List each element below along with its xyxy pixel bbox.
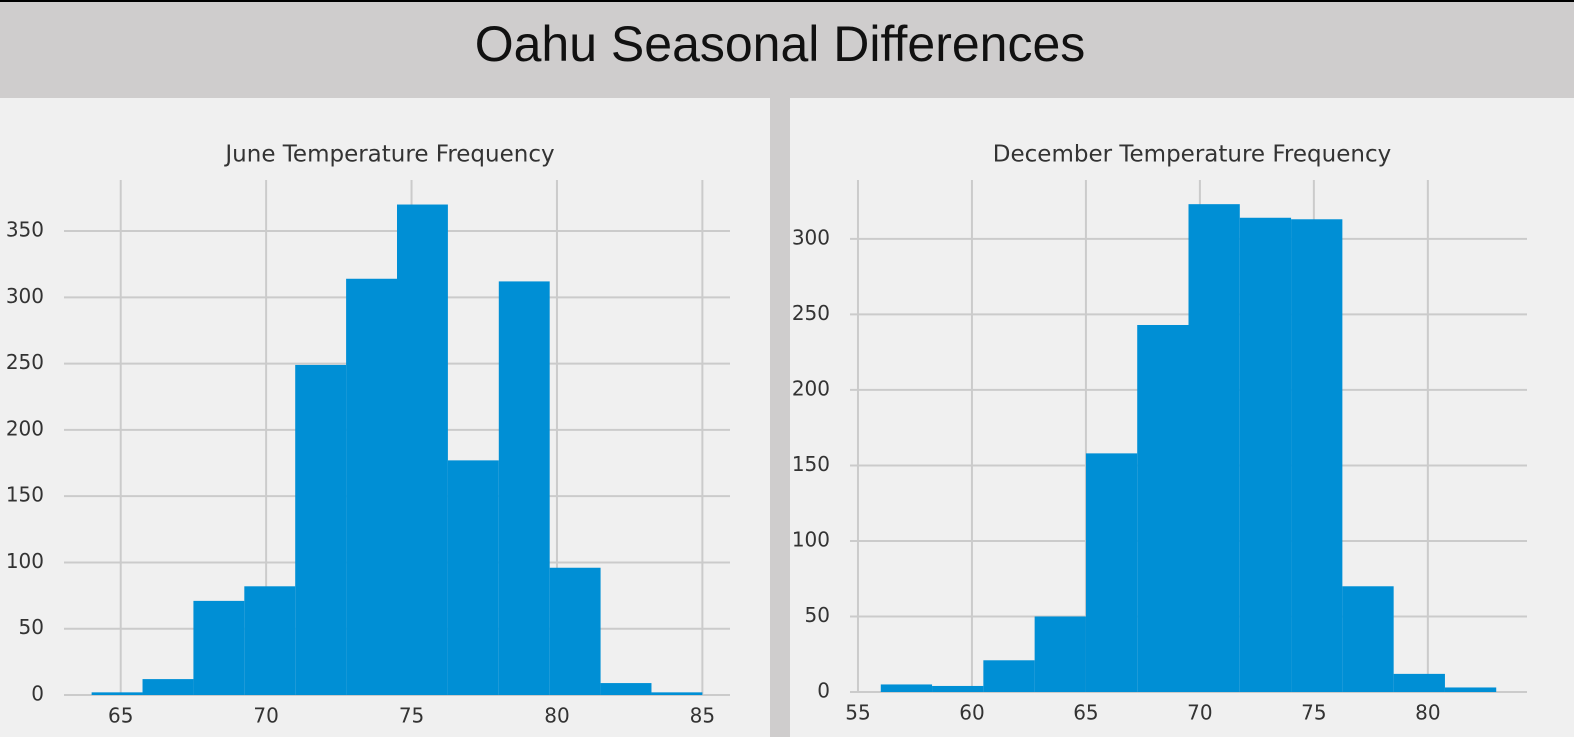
bar [91,692,143,695]
bar [193,600,245,695]
y-tick-label: 350 [6,218,44,242]
x-tick-label: 85 [690,704,715,728]
x-tick-label: 75 [399,704,424,728]
x-tick-label: 65 [1073,701,1098,725]
y-tick-label: 200 [792,376,830,400]
y-tick-label: 0 [817,679,830,703]
y-tick-label: 300 [6,284,44,308]
y-tick-label: 0 [31,682,44,706]
bar [932,685,984,692]
bar [447,460,499,695]
bar [397,204,448,695]
bar [651,692,703,695]
x-tick-label: 80 [544,704,569,728]
bar [295,364,347,695]
x-tick-label: 70 [253,704,278,728]
x-tick-label: 80 [1415,701,1440,725]
bar [498,281,550,695]
bar [1444,687,1497,692]
x-tick-label: 55 [845,701,870,725]
bar [1034,616,1086,692]
bar [600,683,652,695]
bar [1188,204,1240,692]
bar [1137,324,1189,692]
bar [1342,586,1394,692]
y-tick-label: 300 [792,225,830,249]
bar [1393,673,1445,692]
y-tick-label: 150 [6,483,44,507]
y-tick-label: 100 [792,527,830,551]
y-tick-label: 200 [6,416,44,440]
bar [142,679,194,695]
x-tick-label: 70 [1187,701,1212,725]
chart-title: December Temperature Frequency [993,142,1391,168]
y-tick-label: 150 [792,452,830,476]
bar [244,586,296,695]
y-tick-label: 250 [6,350,44,374]
y-tick-label: 50 [19,615,44,639]
bar [880,684,933,692]
x-tick-label: 60 [959,701,984,725]
page-title: Oahu Seasonal Differences [475,16,1086,72]
bar [549,567,601,695]
bar [346,278,397,695]
y-tick-label: 250 [792,301,830,325]
bar [1239,217,1292,692]
x-tick-label: 65 [108,704,133,728]
bar [1291,219,1343,692]
bar [983,660,1035,692]
y-tick-label: 50 [805,603,830,627]
bar [1085,453,1138,692]
x-tick-label: 75 [1301,701,1326,725]
chart-title: June Temperature Frequency [223,142,554,168]
y-tick-label: 100 [6,549,44,573]
